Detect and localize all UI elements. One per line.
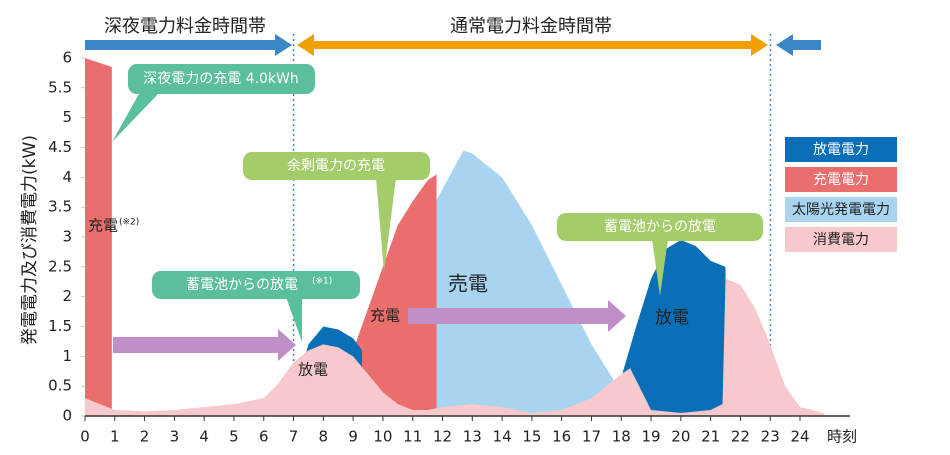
x-tick-label: 9 (348, 428, 358, 446)
x-tick-label: 23 (761, 428, 780, 446)
x-tick-label: 21 (701, 428, 720, 446)
period-label: 深夜電力料金時間帯 (104, 16, 266, 37)
plot-area (85, 58, 824, 416)
region-label: 充電 (88, 217, 118, 235)
x-tick-label: 10 (373, 428, 392, 446)
x-tick-label: 11 (403, 428, 422, 446)
area (85, 278, 824, 416)
x-tick-label: 2 (140, 428, 150, 446)
y-tick-label: 5 (62, 108, 72, 126)
legend-swatch (785, 227, 897, 252)
y-tick-label: 3.5 (48, 198, 72, 216)
y-tick-label: 6 (62, 49, 72, 67)
x-tick-label: 6 (259, 428, 269, 446)
y-tick-label: 5.5 (48, 78, 72, 96)
y-tick-label: 1.5 (48, 317, 72, 335)
y-tick-label: 1 (62, 347, 72, 365)
x-tick-label: 7 (289, 428, 299, 446)
x-tick-label: 20 (671, 428, 690, 446)
y-tick-label: 0 (62, 407, 72, 425)
callout-text: 余剰電力の充電 (287, 157, 385, 174)
area (85, 58, 437, 416)
x-tick-label: 12 (433, 428, 452, 446)
y-tick-label: 2 (62, 287, 72, 305)
x-tick-label: 3 (170, 428, 180, 446)
legend-swatch (785, 137, 897, 162)
callout: 蓄電池からの放電 (※1) (152, 271, 360, 342)
x-tick-label: 22 (731, 428, 750, 446)
y-axis-label: 発電電力及び消費電力(kW) (20, 135, 40, 345)
legend-label: 放電電力 (813, 142, 869, 158)
x-tick-label: 19 (641, 428, 660, 446)
callout-note: (※1) (312, 277, 332, 287)
x-tick-label: 0 (80, 428, 90, 446)
y-tick-label: 2.5 (48, 257, 72, 275)
callout: 余剰電力の充電 (243, 152, 430, 272)
x-tick-label: 16 (552, 428, 571, 446)
callout-text: 蓄電池からの放電 (186, 277, 298, 293)
x-tick-label: 8 (319, 428, 329, 446)
legend-swatch (785, 167, 897, 192)
legend-label: 太陽光発電電力 (792, 202, 890, 218)
x-tick-label: 4 (199, 428, 209, 446)
region-label: 充電 (370, 307, 400, 325)
callout: 深夜電力の充電 4.0kWh (112, 64, 315, 142)
region-label: 放電 (298, 361, 328, 379)
x-tick-label: 18 (612, 428, 631, 446)
x-tick-label: 24 (790, 428, 809, 446)
y-tick-label: 4 (62, 168, 72, 186)
region-note: (※2) (119, 218, 139, 228)
x-tick-label: 17 (582, 428, 601, 446)
flow-arrows (113, 300, 626, 361)
x-tick-label: 15 (522, 428, 541, 446)
region-label: 放電 (655, 308, 689, 328)
y-tick-label: 0.5 (48, 377, 72, 395)
x-axis-label: 時刻 (827, 428, 857, 446)
x-tick-label: 14 (493, 428, 512, 446)
region-label: 売電 (448, 272, 488, 296)
y-tick-label: 4.5 (48, 138, 72, 156)
axes: 0 1 2 3 4 5 6 7 8 9 10 11 12 13 14 15 16 17 18 19 20 21 22 23 24… (48, 49, 850, 446)
x-tick-label: 5 (229, 428, 239, 446)
legend-label: 充電電力 (813, 172, 869, 188)
legend-label: 消費電力 (813, 232, 869, 248)
callout-text: 深夜電力の充電 4.0kWh (143, 71, 299, 87)
callout: 蓄電池からの放電 (557, 213, 763, 296)
period-label: 通常電力料金時間帯 (450, 16, 612, 37)
legend-swatch (785, 197, 897, 222)
x-tick-label: 13 (463, 428, 482, 446)
y-tick-label: 3 (62, 228, 72, 246)
x-tick-label: 1 (110, 428, 120, 446)
callout-text: 蓄電池からの放電 (604, 219, 716, 235)
